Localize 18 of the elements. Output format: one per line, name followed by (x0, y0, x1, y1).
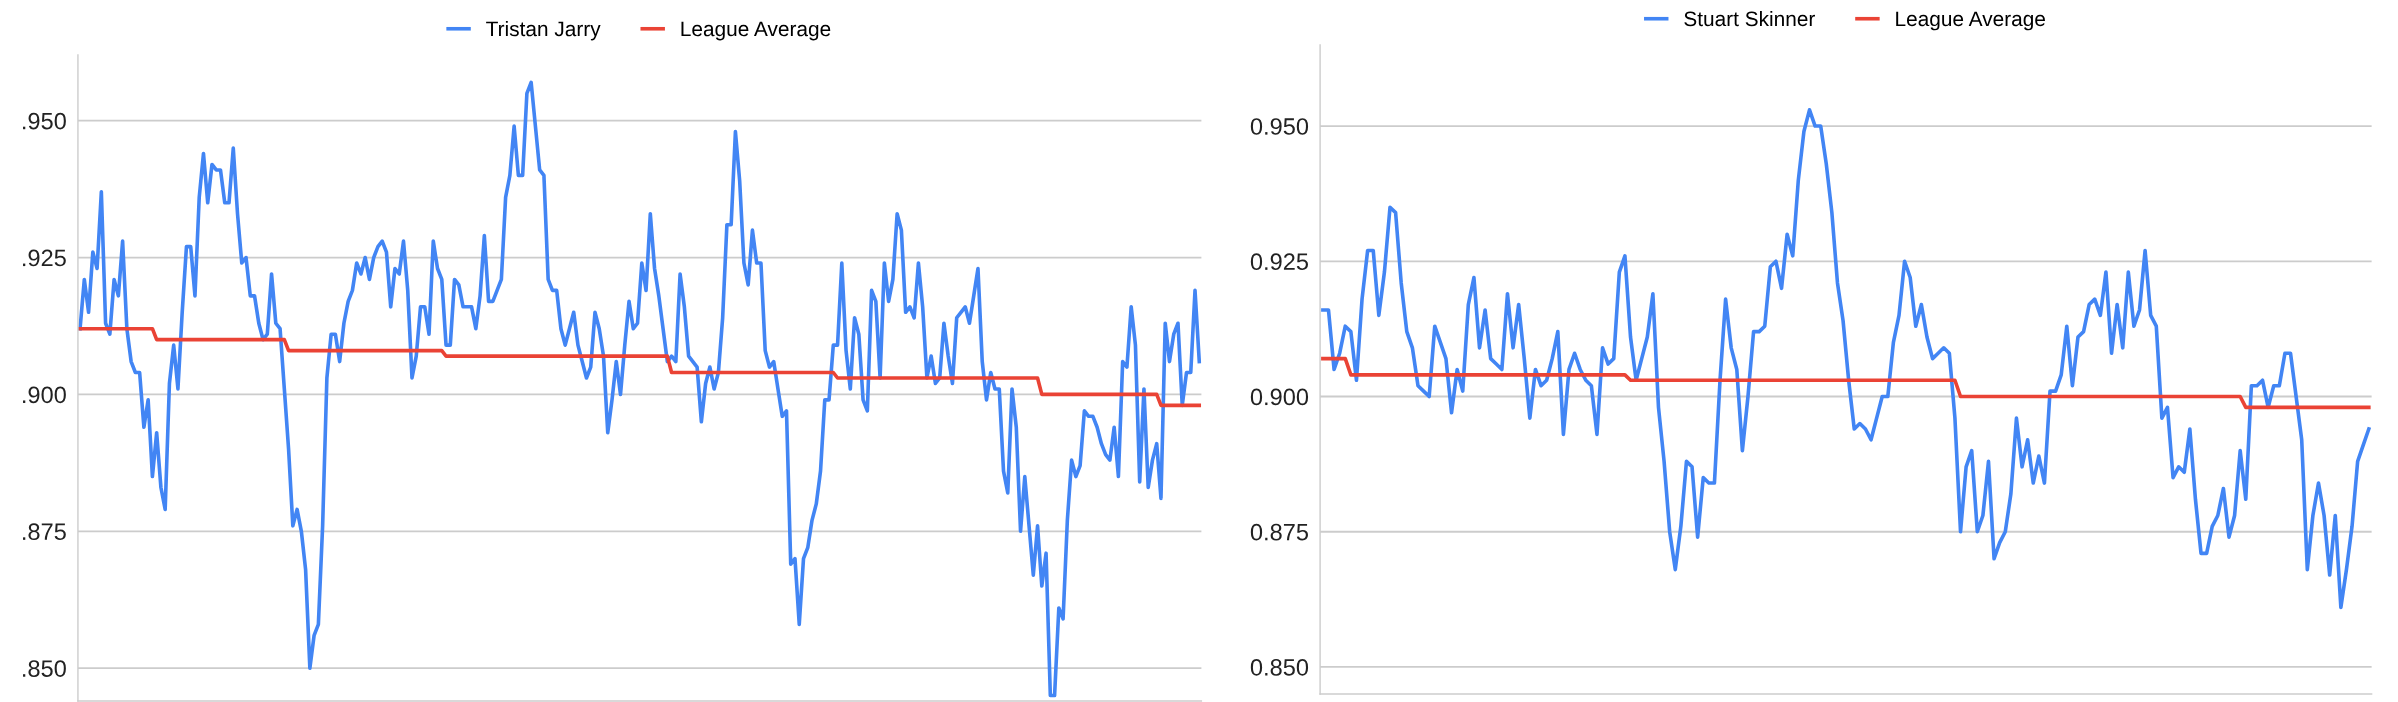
y-tick-label: .900 (23, 386, 66, 404)
y-tick-label: 0.900 (1250, 388, 1309, 406)
legend-label: Stuart Skinner (1684, 10, 1815, 27)
line-series (1321, 108, 2371, 610)
y-tick-label: .925 (23, 249, 66, 267)
y-tick-label: 0.875 (1250, 523, 1308, 541)
legend-label: League Average (1896, 11, 2045, 31)
y-tick-label: 0.850 (1250, 659, 1309, 676)
y-tick-label: 0.925 (1250, 253, 1308, 271)
legend-label: League Average (681, 21, 831, 41)
y-tick-label: .850 (23, 660, 66, 677)
y-tick-label: .875 (23, 523, 66, 541)
y-tick-label: 0.950 (1250, 118, 1309, 135)
line-series (1321, 356, 2371, 410)
line-series (78, 80, 1202, 698)
y-tick-label: .950 (23, 112, 66, 130)
legend-label: Tristan Jarry (486, 20, 601, 41)
line-series (78, 326, 1202, 408)
